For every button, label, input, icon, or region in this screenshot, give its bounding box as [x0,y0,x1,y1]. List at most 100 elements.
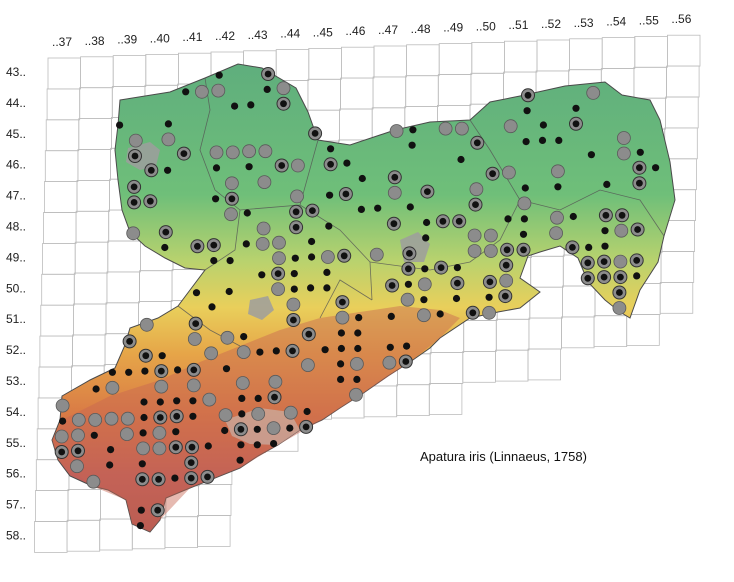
occurrence-marker [59,417,67,425]
grid-cell [528,317,562,350]
occurrence-marker [572,104,580,112]
occurrence-marker [210,257,218,265]
occurrence-marker [182,88,190,96]
column-label: ..43 [248,28,268,42]
grid-cell [45,119,80,152]
occurrence-marker [408,141,416,149]
row-label: 50.. [6,281,26,295]
occurrence-marker [190,239,205,254]
occurrence-marker [483,228,498,243]
column-label: ..46 [345,24,365,38]
occurrence-marker [116,121,124,129]
occurrence-marker [467,228,482,243]
grid-cell [112,55,147,87]
grid-cell [601,37,636,69]
occurrence-marker [601,227,609,235]
occurrence-marker [325,222,333,230]
occurrence-marker [633,272,641,280]
occurrence-marker [335,310,350,325]
occurrence-marker [221,426,229,435]
occurrence-marker [187,332,202,346]
row-labels: 43.. 44.. 45.. 46.. 47.. 48.. 49.. 50.. 51.. 52..… [6,65,26,543]
grid-cell [372,76,407,109]
peak-shading [225,408,300,445]
grid-cell [42,242,76,275]
occurrence-marker [135,472,150,487]
column-label: ..41 [182,30,202,44]
column-label: ..50 [476,19,496,33]
occurrence-marker [369,247,384,262]
occurrence-marker [409,126,417,134]
grid-cell [39,335,73,368]
grid-cell [561,316,595,349]
occurrence-marker [107,446,115,454]
occurrence-marker [323,284,331,292]
grid-cell [463,320,497,352]
occurrence-marker [398,354,413,369]
occurrence-marker [615,208,630,223]
occurrence-marker [382,355,397,370]
occurrence-marker [353,375,361,383]
occurrence-marker [402,246,417,261]
occurrence-marker [194,84,209,99]
occurrence-marker [467,244,482,258]
occurrence-marker [483,244,498,258]
occurrence-marker [272,347,280,355]
occurrence-marker [211,83,226,98]
occurrence-marker [613,254,628,269]
occurrence-marker [171,474,179,482]
occurrence-marker [127,179,142,194]
occurrence-marker [153,410,168,425]
occurrence-marker [450,276,465,291]
occurrence-marker [128,133,143,148]
occurrence-marker [172,428,180,436]
occurrence-marker [268,374,283,389]
occurrence-marker [326,191,334,199]
occurrence-marker [569,116,583,131]
grid-cell [139,270,173,303]
occurrence-marker [300,358,315,373]
occurrence-marker [236,345,251,360]
occurrence-marker [400,292,415,307]
occurrence-marker [70,459,84,474]
occurrence-marker [354,344,362,353]
occurrence-marker [188,316,203,331]
grid-cell [164,516,198,549]
grid-cell [503,40,538,73]
grid-cell [363,385,398,418]
occurrence-marker [192,289,201,297]
occurrence-marker [202,392,217,407]
grid-cell [46,88,81,121]
occurrence-marker [274,158,289,173]
occurrence-marker [266,421,281,436]
occurrence-marker [355,314,363,322]
column-label: ..55 [639,13,659,27]
grid-cell [626,314,660,346]
grid-cell [74,241,109,274]
occurrence-marker [122,334,137,349]
grid-cell [373,45,407,78]
occurrence-marker [272,235,286,250]
grid-cell [593,315,628,348]
occurrence-marker [231,102,239,110]
occurrence-marker [549,226,563,241]
occurrence-marker [499,258,514,273]
occurrence-marker [184,455,199,470]
occurrence-marker [423,218,431,227]
occurrence-marker [354,329,362,337]
occurrence-marker [220,330,235,345]
occurrence-marker [539,121,548,129]
occurrence-marker [152,441,167,456]
grid-cell [530,255,564,288]
grid-cell [67,488,101,521]
row-label: 53.. [6,374,26,388]
occurrence-marker [389,124,404,138]
occurrence-marker [54,429,69,444]
occurrence-marker [387,170,402,185]
grid-cell [494,349,529,382]
occurrence-marker [154,379,169,394]
occurrence-marker [158,225,173,240]
occurrence-marker [337,329,345,337]
occurrence-marker [554,183,562,191]
occurrence-marker [108,368,116,376]
